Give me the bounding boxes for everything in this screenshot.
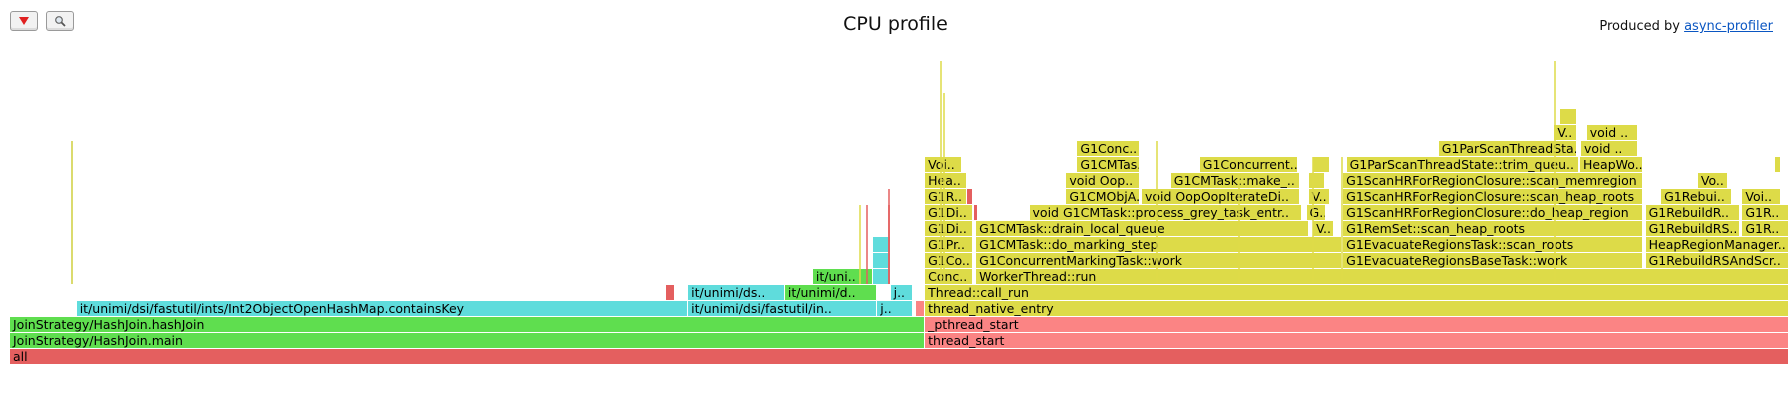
flame-frame[interactable]: [1560, 109, 1577, 124]
flame-frame[interactable]: void G1CMTask::process_grey_task_entr..: [1029, 205, 1303, 220]
flame-frame[interactable]: G1ConcurrentMarkingTask::work: [976, 253, 1343, 268]
flame-frame[interactable]: G1EvacuateRegionsTask::scan_roots: [1343, 237, 1644, 252]
flame-spike: [887, 189, 890, 284]
flame-frame[interactable]: G1CMObjA..: [1066, 189, 1140, 204]
flame-frame[interactable]: G1Rebui..: [1661, 189, 1733, 204]
flame-frame[interactable]: it/uni..: [812, 269, 873, 284]
flame-spike: [859, 205, 862, 284]
flame-frame[interactable]: all: [10, 349, 1789, 364]
flame-frame[interactable]: it/unimi/d..: [784, 285, 878, 300]
flame-frame[interactable]: G1ScanHRForRegionClosure::scan_memregion: [1343, 173, 1644, 188]
flame-frame[interactable]: G1Di..: [925, 221, 973, 236]
flame-frame[interactable]: G1RemSet::scan_heap_roots: [1343, 221, 1644, 236]
flame-frame[interactable]: G1CMTask::make_..: [1170, 173, 1300, 188]
flame-frame[interactable]: G1RebuildR..: [1645, 205, 1741, 220]
flame-frame[interactable]: [1308, 173, 1326, 188]
flame-frame[interactable]: G1R..: [1742, 205, 1789, 220]
page-title: CPU profile: [843, 13, 948, 35]
flame-frame[interactable]: it/unimi/dsi/fastutil/ints/Int2ObjectOpe…: [76, 301, 689, 316]
flame-frame[interactable]: [872, 269, 891, 284]
flame-frame[interactable]: G1ParScanThreadSta..: [1438, 141, 1577, 156]
async-profiler-link[interactable]: async-profiler: [1684, 19, 1773, 34]
flame-spike: [942, 93, 945, 284]
flame-frame[interactable]: [872, 237, 891, 252]
flame-frame[interactable]: G1ScanHRForRegionClosure::scan_heap_root…: [1343, 189, 1644, 204]
flame-frame[interactable]: G1Conc..: [1077, 141, 1140, 156]
flame-frame[interactable]: void OopOopIterateDi..: [1141, 189, 1300, 204]
flame-spike: [1155, 141, 1158, 284]
flame-frame[interactable]: [916, 301, 926, 316]
flame-frame[interactable]: void ..: [1581, 141, 1638, 156]
flame-frame[interactable]: Voi..: [1742, 189, 1782, 204]
flame-frame[interactable]: void Oop..: [1066, 173, 1140, 188]
flame-spike: [939, 61, 942, 284]
flame-frame[interactable]: thread_start: [925, 333, 1789, 348]
flame-frame[interactable]: Vo..: [1697, 173, 1728, 188]
flame-frame[interactable]: V..: [1313, 221, 1335, 236]
flame-spike: [1340, 157, 1343, 284]
flame-frame[interactable]: G1Di..: [925, 205, 973, 220]
flame-frame[interactable]: Hea..: [925, 173, 968, 188]
flame-frame[interactable]: G1EvacuateRegionsBaseTask::work: [1343, 253, 1644, 268]
produced-by: Produced by async-profiler: [1599, 19, 1773, 34]
flame-frame[interactable]: j..: [890, 285, 913, 300]
flame-frame[interactable]: G1R..: [1742, 221, 1789, 236]
flame-frame[interactable]: [974, 205, 979, 220]
flame-frame[interactable]: WorkerThread::run: [976, 269, 1789, 284]
flame-spike: [1237, 173, 1240, 284]
flame-frame[interactable]: G1ScanHRForRegionClosure::do_heap_region: [1343, 205, 1644, 220]
flame-frame[interactable]: G..: [1306, 205, 1327, 220]
flame-frame[interactable]: void ..: [1586, 125, 1638, 140]
flame-frame[interactable]: G1CMTas..: [1077, 157, 1140, 172]
flame-spike: [865, 205, 868, 284]
flame-frame[interactable]: G1Pr..: [925, 237, 973, 252]
flame-frame[interactable]: [666, 285, 675, 300]
flame-spike: [1312, 157, 1315, 284]
flame-frame[interactable]: G1Concurrent..: [1199, 157, 1298, 172]
flame-spike: [1554, 61, 1557, 284]
flame-frame[interactable]: G1CMTask::drain_local_queue: [976, 221, 1309, 236]
flame-frame[interactable]: [872, 253, 891, 268]
flame-frame[interactable]: [1774, 157, 1782, 172]
flame-frame[interactable]: [1313, 157, 1330, 172]
flame-frame[interactable]: G1R..: [925, 189, 968, 204]
flame-frame[interactable]: HeapRegionManager..: [1645, 237, 1789, 252]
flame-frame[interactable]: _pthread_start: [925, 317, 1789, 332]
flame-frame[interactable]: G1ParScanThreadState::trim_queu..: [1346, 157, 1579, 172]
reverse-button[interactable]: [10, 11, 38, 31]
flame-frame[interactable]: Thread::call_run: [925, 285, 1789, 300]
magnifier-icon: [55, 16, 66, 27]
flame-frame[interactable]: j..: [877, 301, 913, 316]
flame-frame[interactable]: [967, 189, 973, 204]
flame-frame[interactable]: Conc..: [925, 269, 973, 284]
flame-spike: [71, 141, 74, 284]
flame-frame[interactable]: it/unimi/ds..: [688, 285, 785, 300]
flame-frame[interactable]: G1RebuildRS..: [1645, 221, 1741, 236]
triangle-down-icon: [19, 17, 29, 25]
flame-frame[interactable]: HeapWo..: [1579, 157, 1644, 172]
flame-frame[interactable]: it/unimi/dsi/fastutil/in..: [688, 301, 878, 316]
flame-frame[interactable]: G1RebuildRSAndScr..: [1645, 253, 1789, 268]
produced-by-label: Produced by: [1599, 19, 1685, 34]
flame-frame[interactable]: V..: [1554, 125, 1577, 140]
flame-frame[interactable]: JoinStrategy/HashJoin.hashJoin: [10, 317, 926, 332]
flame-frame[interactable]: G1Co..: [925, 253, 973, 268]
flame-frame[interactable]: G1CMTask::do_marking_step: [976, 237, 1343, 252]
flame-frame[interactable]: JoinStrategy/HashJoin.main: [10, 333, 926, 348]
flame-frame[interactable]: thread_native_entry: [925, 301, 1789, 316]
search-button[interactable]: [46, 11, 74, 31]
